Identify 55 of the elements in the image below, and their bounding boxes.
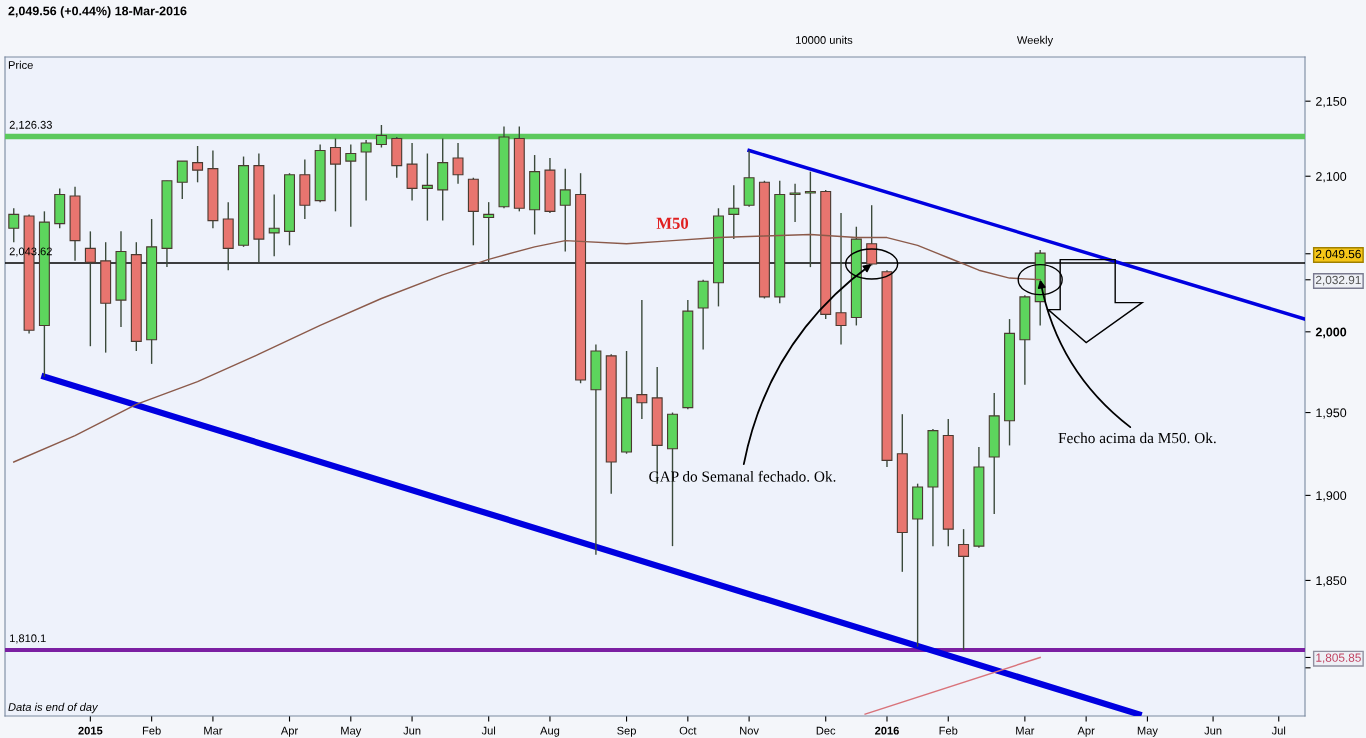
x-tick-label: Apr <box>1077 726 1095 737</box>
candlestick <box>483 201 495 264</box>
text: Weekly <box>1016 35 1054 47</box>
y-tick-label: 1,950 <box>1316 408 1347 419</box>
candlestick <box>559 167 571 253</box>
y-tick-label: 2,100 <box>1316 172 1347 183</box>
chart-title: 2,049.56 (+0.44%) 18-Mar-2016 <box>8 6 187 18</box>
x-tick-label: Nov <box>740 726 759 735</box>
y-tick-label: 1,850 <box>1316 576 1347 587</box>
annotation: Fecho acima da M50. Ok. <box>1058 432 1216 444</box>
x-tick-label: Jul <box>1271 726 1286 735</box>
x-tick-label: 2016 <box>875 726 899 735</box>
ref-line-label: 1,810.1 <box>10 634 46 644</box>
candlestick <box>835 212 847 346</box>
x-tick-label: Jul <box>481 726 496 735</box>
y-tick-label: 2,150 <box>1316 96 1347 108</box>
y-tick-label: 2,032.91 <box>1316 275 1361 286</box>
annotation: Data is end of day <box>8 702 99 714</box>
x-tick-label: Aug <box>540 726 560 737</box>
y-tick-label: 2,049.56 <box>1316 249 1361 260</box>
candlestick <box>636 299 648 420</box>
x-tick-label: Feb <box>939 726 958 735</box>
candlestick <box>789 183 801 223</box>
annotation: Price <box>8 60 33 69</box>
x-tick-label: Mar <box>204 726 223 735</box>
candlestick <box>268 193 280 257</box>
x-tick-label: Oct <box>679 726 697 735</box>
candlestick <box>421 152 433 222</box>
candlestick <box>329 137 341 213</box>
candlestick <box>452 142 464 185</box>
text: 10000 units <box>796 35 853 44</box>
x-tick-label: Mar <box>1016 726 1035 735</box>
x-tick-label: Feb <box>142 726 161 735</box>
candlestick <box>958 528 970 651</box>
candlestick <box>84 230 96 347</box>
x-tick-label: 2015 <box>78 726 103 735</box>
series-label: M50 <box>656 217 689 229</box>
x-tick-label: Jun <box>1204 726 1222 735</box>
candlestick <box>176 160 188 200</box>
x-tick-label: Dec <box>816 726 836 735</box>
x-tick-label: Jun <box>403 726 421 735</box>
x-tick-label: May <box>341 726 362 737</box>
x-tick-label: Apr <box>280 726 298 737</box>
candlestick <box>866 204 878 267</box>
candlestick <box>8 207 20 243</box>
candlestick <box>192 145 204 184</box>
y-tick-label: 1,805.85 <box>1316 653 1361 664</box>
candlestick <box>804 170 816 268</box>
candlestick <box>345 143 357 228</box>
y-tick-label: 1,900 <box>1316 491 1347 502</box>
candlestick <box>728 184 740 240</box>
x-tick-label: Sep <box>617 726 636 737</box>
y-tick-label: 2,000 <box>1315 327 1347 339</box>
ref-line-label: 2,126.33 <box>9 120 52 131</box>
x-tick-label: May <box>1137 726 1158 737</box>
